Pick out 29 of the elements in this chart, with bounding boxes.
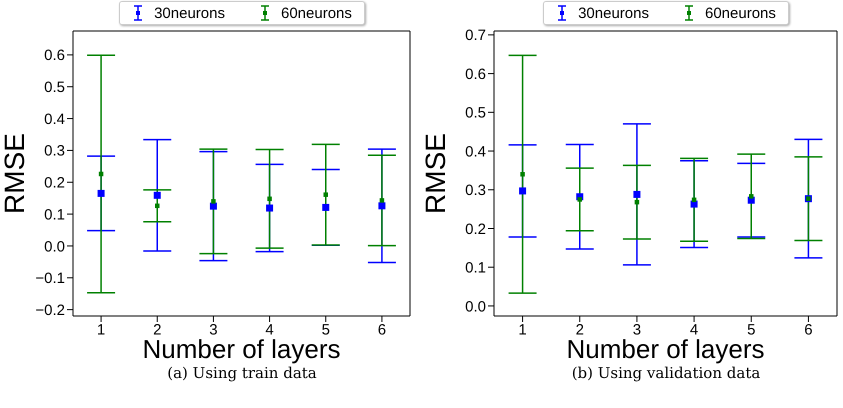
y-tick-label: 0.5: [44, 79, 65, 96]
y-tick-label: 0.0: [44, 238, 65, 256]
y-tick-label: 0.7: [465, 27, 486, 44]
y-tick-label: 0.6: [465, 66, 486, 83]
x-tick-label: 1: [96, 322, 106, 339]
y-tick-label: 0.6: [44, 47, 65, 64]
y-tick-label: 0.3: [465, 182, 486, 200]
y-tick-label: 0.4: [44, 110, 65, 128]
y-tick-label: 0.3: [44, 142, 65, 160]
y-tick-label: −0.2: [35, 302, 65, 319]
y-tick-label: 0.5: [465, 104, 486, 122]
text: (b) Using validation data: [570, 364, 762, 382]
legend-label: 30neurons: [578, 4, 649, 22]
legend-label: 30neurons: [154, 4, 225, 22]
y-tick-label: 0.1: [44, 206, 65, 224]
y-tick-label: −0.1: [35, 270, 65, 288]
text: (a) Using train data: [166, 364, 318, 382]
x-tick-label: 1: [518, 322, 527, 339]
x-tick-label: 6: [378, 322, 386, 339]
y-tick-label: 0.4: [465, 143, 486, 160]
legend-label: 60neurons: [705, 4, 776, 22]
legend-label: 60neurons: [281, 4, 352, 22]
y-axis-title: RMSE: [0, 133, 30, 214]
y-tick-label: 0.1: [465, 260, 486, 277]
y-axis-title: RMSE: [420, 133, 451, 214]
y-tick-label: 0.2: [465, 220, 486, 238]
y-tick-label: 0.0: [465, 298, 486, 316]
y-tick-label: 0.2: [44, 174, 65, 192]
x-tick-label: 6: [804, 322, 813, 339]
